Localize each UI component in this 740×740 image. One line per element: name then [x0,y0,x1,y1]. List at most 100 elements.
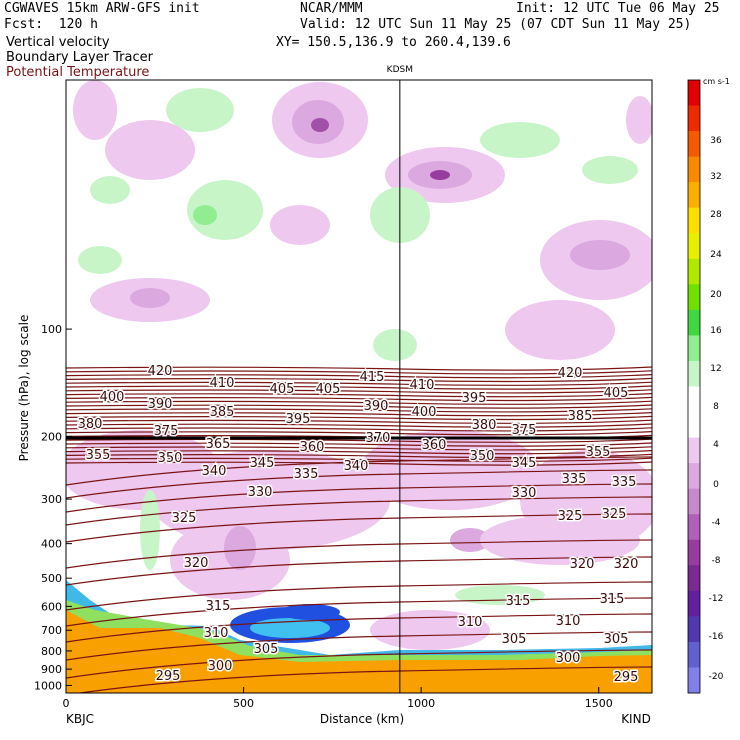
colorbar-tick-label: 24 [710,250,722,260]
colorbar-tick-label: 28 [710,210,722,220]
x-tick-label: 500 [233,697,254,710]
init-time: Init: 12 UTC Tue 06 May 25 [516,1,720,16]
colorbar-tick-label: 12 [710,364,721,374]
colorbar-tick-label: -8 [712,556,721,566]
colorbar-swatch [688,284,700,311]
theta-contour [66,461,652,466]
theta-label: 315 [600,592,625,607]
colorbar-swatch [688,105,700,132]
y-tick-label: 800 [41,645,62,658]
theta-label: 390 [364,399,389,414]
theta-contour [66,377,652,383]
y-tick-label: 1000 [34,679,62,692]
theta-label: 325 [172,511,197,526]
colorbar-swatch [688,590,700,617]
colorbar-swatch [688,412,700,439]
theta-label: 400 [412,405,437,420]
mid-station-label: KDSM [387,65,413,75]
w-shade [73,80,117,140]
theta-label: 395 [462,391,487,406]
w-shade [140,490,160,570]
theta-label: 320 [184,556,209,571]
colorbar-swatch [688,514,700,541]
theta-label: 315 [206,599,231,614]
theta-contour [66,581,652,611]
theta-label: 335 [612,475,637,490]
w-shade [130,288,170,308]
x-tick-label: 1500 [585,697,613,710]
theta-label: 420 [148,364,173,379]
colorbar: 36 32 28 24 20 16 12 8 4 0 -4 -8 -12 -16 -20 [687,79,724,694]
theta-label: 345 [250,456,275,471]
tracer-plume-top [280,604,340,620]
left-station-label: KBJC [66,712,94,726]
theta-label: 315 [506,594,531,609]
theta-contour [66,469,652,499]
theta-contour [66,483,652,513]
theta-contour [66,457,652,462]
w-shade [193,205,217,225]
colorbar-swatch [688,641,700,668]
theta-label: 410 [210,376,235,391]
colorbar-swatch [688,80,700,107]
theta-contour [66,385,652,390]
theta-label: 355 [586,445,611,460]
theta-label: 405 [604,386,629,401]
theta-label: 350 [470,449,495,464]
colorbar-tick-label: -16 [709,632,724,642]
theta-contour [66,597,652,627]
theta-contour [66,631,652,661]
theta-label: 385 [210,405,235,420]
colorbar-unit: cm s-1 [703,77,730,86]
theta-contour [66,393,652,398]
theta-label: 310 [204,626,229,641]
w-shade [450,528,490,552]
tracer-core [66,610,652,693]
theta-label: 375 [154,424,179,439]
colorbar-swatch [688,233,700,260]
colorbar-tick-label: -4 [712,518,721,528]
theta-contour [66,419,652,424]
theta-contour [66,381,652,386]
theta-label: 415 [360,370,385,385]
colorbar-swatch [688,258,700,285]
colorbar-swatch [688,463,700,490]
potential-temperature-contours [66,366,652,693]
theta-label: 380 [78,417,103,432]
theta-contour [66,556,652,586]
theta-label: 310 [556,614,581,629]
colorbar-swatch [688,182,700,209]
colorbar-frame [687,79,701,694]
theta-contour [66,412,652,417]
y-tick-label: 400 [41,538,62,551]
theta-label: 350 [158,451,183,466]
w-shade [90,176,130,204]
theta-contour [66,456,652,486]
theta-contour [66,649,652,679]
colorbar-swatch [688,335,700,362]
y-tick-label: 300 [41,493,62,506]
theta-label: 345 [512,456,537,471]
theta-label: 420 [558,366,583,381]
theta-label: 325 [558,509,583,524]
theta-label: 340 [202,464,227,479]
theta-label: 295 [156,669,181,684]
w-shade [270,205,330,245]
w-shade [582,156,638,184]
colorbar-swatch [688,360,700,387]
theta-label: 310 [458,615,483,630]
colorbar-swatch [688,437,700,464]
theta-label: 340 [344,459,369,474]
theta-contour [66,442,652,447]
theta-contour [66,496,652,526]
colorbar-swatch [688,667,700,694]
x-axis: 0 500 1000 1500 [63,687,613,710]
right-station-label: KIND [621,712,651,726]
y-tick-label: 600 [41,600,62,613]
w-shade [224,526,256,570]
colorbar-swatch [688,131,700,158]
colorbar-tick-label: -12 [709,594,724,604]
field-boundary-layer-tracer: Boundary Layer Tracer [6,50,153,65]
theta-label: 385 [568,409,593,424]
center-label: NCAR/MMM [300,1,363,16]
